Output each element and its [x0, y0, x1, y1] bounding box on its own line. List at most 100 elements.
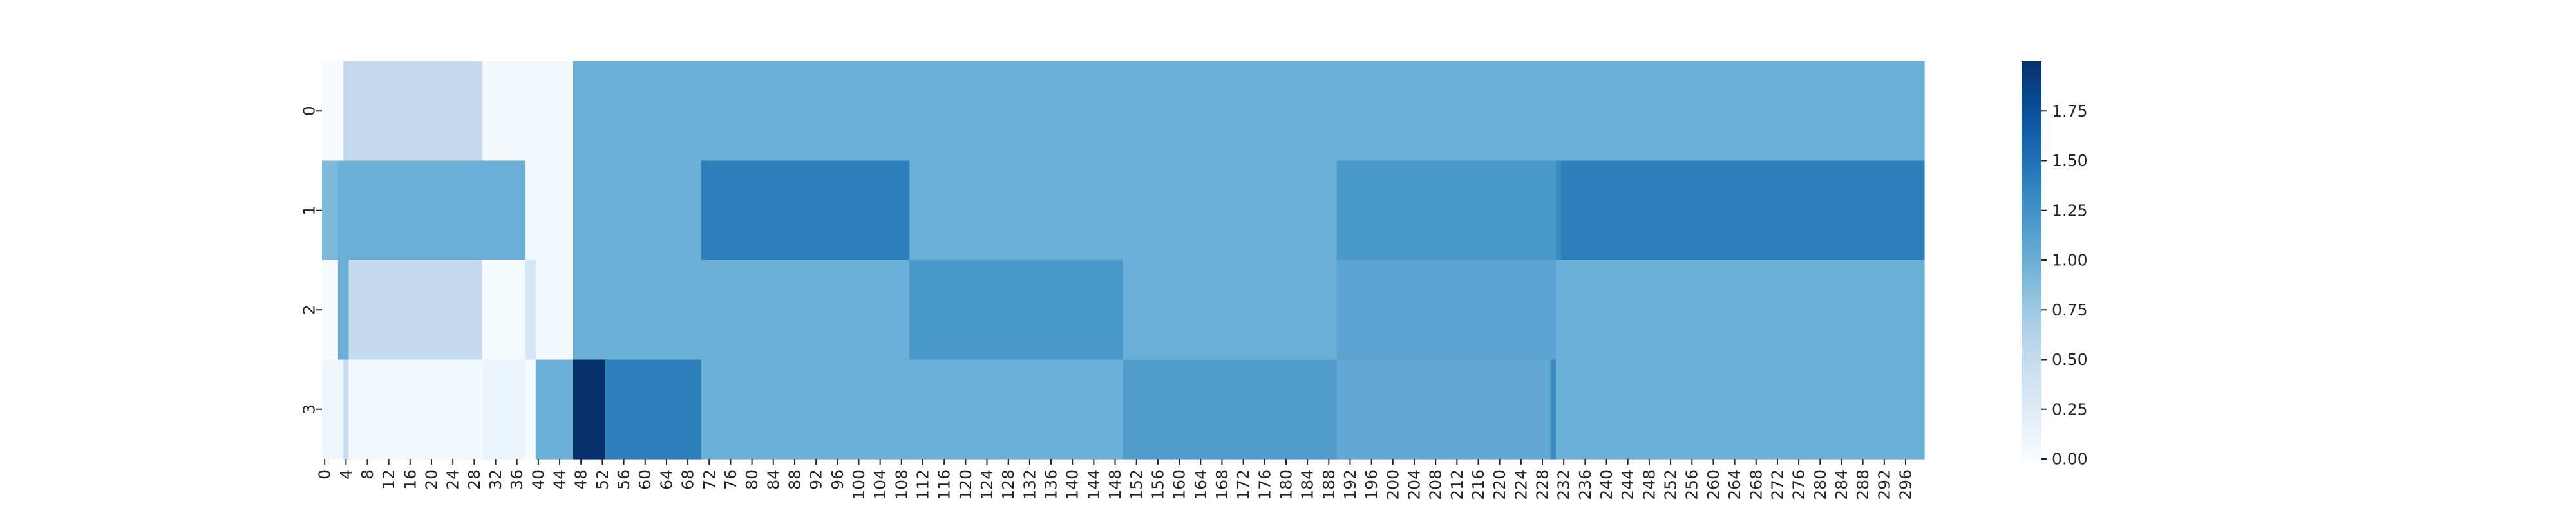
y-axis: 0 1 2 3 — [300, 106, 322, 415]
y-tick-label: 3 — [300, 404, 319, 415]
x-tick-label: 200 — [1383, 469, 1402, 500]
colorbar-tick-label: 0.75 — [2052, 301, 2088, 319]
heatmap-cell-row3-seg1 — [343, 359, 350, 460]
x-tick-label: 52 — [593, 469, 612, 490]
x-tick-label: 92 — [807, 469, 826, 490]
colorbar-tick-label: 1.25 — [2052, 201, 2088, 220]
x-tick-label: 168 — [1213, 469, 1231, 500]
heatmap-cell-row2-seg10 — [1555, 260, 1925, 360]
x-tick-label: 296 — [1896, 469, 1915, 500]
colorbar-tick-label: 0.00 — [2052, 450, 2088, 469]
heatmap-cell-row2-seg1 — [337, 260, 350, 360]
x-tick-label: 276 — [1790, 469, 1808, 500]
x-tick-label: 228 — [1533, 469, 1552, 500]
heatmap-cell-row0-seg1 — [343, 61, 350, 162]
x-tick-label: 196 — [1362, 469, 1381, 500]
x-tick-label: 252 — [1662, 469, 1680, 500]
x-tick-label: 16 — [401, 469, 419, 490]
x-tick-label: 80 — [743, 469, 761, 490]
heatmap-cell-row2-seg7 — [909, 260, 1124, 360]
heatmap-cell-row3-seg0 — [322, 359, 344, 460]
heatmap-cell-row2-seg6 — [573, 260, 910, 360]
x-tick-label: 180 — [1276, 469, 1295, 500]
heatmap-cell-row3-seg10 — [1336, 359, 1551, 460]
x-tick-label: 204 — [1405, 469, 1423, 500]
heatmap-cell-row1-seg1 — [337, 160, 526, 261]
colorbar-gradient — [2022, 61, 2041, 459]
x-tick-label: 256 — [1683, 469, 1701, 500]
x-tick-label: 108 — [892, 469, 911, 500]
x-tick-label: 36 — [507, 469, 526, 490]
heatmap-cell-row2-seg9 — [1336, 260, 1557, 360]
heatmap-cell-row3-seg4 — [525, 359, 536, 460]
x-tick-label: 120 — [956, 469, 975, 500]
heatmap-cell-row2-seg2 — [348, 260, 483, 360]
heatmap-cell-row2-seg0 — [322, 260, 339, 360]
x-tick-label: 176 — [1255, 469, 1274, 500]
heatmap-cell-row2-seg5 — [535, 260, 574, 360]
x-tick-label: 32 — [486, 469, 505, 490]
x-tick-label: 164 — [1191, 469, 1210, 500]
heatmap-cell-row2-seg3 — [482, 260, 526, 360]
heatmap-cell-row3-seg9 — [1123, 359, 1338, 460]
x-tick-label: 212 — [1448, 469, 1466, 500]
x-tick-label: 260 — [1704, 469, 1723, 500]
heatmap-cell-row1-seg8 — [1561, 160, 1925, 261]
x-tick-label: 68 — [679, 469, 697, 490]
x-tick-label: 188 — [1320, 469, 1338, 500]
heatmap-cell-row3-seg2 — [348, 359, 483, 460]
x-tick-label: 140 — [1063, 469, 1082, 500]
heatmap-cell-row1-seg4 — [701, 160, 910, 261]
x-tick-label: 156 — [1148, 469, 1167, 500]
colorbar-tick-label: 1.75 — [2052, 102, 2088, 120]
x-tick-label: 12 — [379, 469, 398, 490]
heatmap-cell-row3-seg12 — [1555, 359, 1925, 460]
colorbar-tick-label: 0.50 — [2052, 350, 2088, 369]
x-tick-label: 24 — [444, 469, 462, 490]
colorbar: 0.00 0.25 0.50 0.75 1.00 1.25 1.50 1.75 — [2022, 61, 2088, 469]
x-tick-label: 292 — [1875, 469, 1893, 500]
heatmap-cell-row2-seg4 — [525, 260, 536, 360]
heatmap-cell-row3-seg3 — [482, 359, 526, 460]
x-tick-label: 144 — [1084, 469, 1103, 500]
y-tick-label: 1 — [300, 205, 319, 216]
x-tick-label: 220 — [1490, 469, 1509, 500]
x-tick-label: 4 — [337, 469, 355, 480]
x-tick-label: 84 — [764, 469, 782, 490]
x-tick-label: 148 — [1106, 469, 1124, 500]
x-tick-label: 116 — [935, 469, 954, 500]
x-tick-label: 88 — [785, 469, 804, 490]
x-tick-label: 240 — [1597, 469, 1616, 500]
x-tick-label: 152 — [1127, 469, 1146, 500]
heatmap-cell-row1-seg2 — [525, 160, 574, 261]
x-tick-label: 112 — [914, 469, 933, 500]
heatmap-cell-row1-seg7 — [1555, 160, 1562, 261]
x-tick-label: 224 — [1511, 469, 1530, 500]
heatmap-cell-row3-seg8 — [701, 359, 1124, 460]
x-tick-label: 0 — [316, 469, 334, 480]
x-tick-label: 44 — [551, 469, 569, 490]
y-tick-label: 2 — [300, 304, 319, 315]
x-tick-label: 264 — [1725, 469, 1744, 500]
x-tick-label: 40 — [529, 469, 547, 490]
x-tick-label: 56 — [614, 469, 633, 490]
x-tick-label: 8 — [358, 469, 377, 480]
x-tick-label: 236 — [1576, 469, 1595, 500]
heatmap-cell-row1-seg3 — [573, 160, 702, 261]
colorbar-tick-label: 1.00 — [2052, 251, 2088, 270]
x-tick-label: 284 — [1832, 469, 1851, 500]
heatmap-cell-row1-seg0 — [322, 160, 339, 261]
x-axis: 0 4 8 12 16 20 24 28 32 36 40 44 48 52 56 60 64 68 72 76 80 8… — [316, 459, 1915, 500]
y-tick-label: 0 — [300, 106, 319, 116]
heatmap-cell-row3-seg11 — [1550, 359, 1557, 460]
x-tick-label: 216 — [1469, 469, 1488, 500]
x-tick-label: 172 — [1234, 469, 1253, 500]
x-tick-label: 72 — [700, 469, 719, 490]
x-tick-label: 136 — [1042, 469, 1061, 500]
x-tick-label: 192 — [1341, 469, 1359, 500]
x-tick-label: 64 — [657, 469, 676, 490]
heatmap-cell-row0-seg3 — [482, 61, 574, 162]
x-tick-label: 76 — [721, 469, 740, 490]
x-tick-label: 280 — [1811, 469, 1830, 500]
x-tick-label: 184 — [1298, 469, 1317, 500]
